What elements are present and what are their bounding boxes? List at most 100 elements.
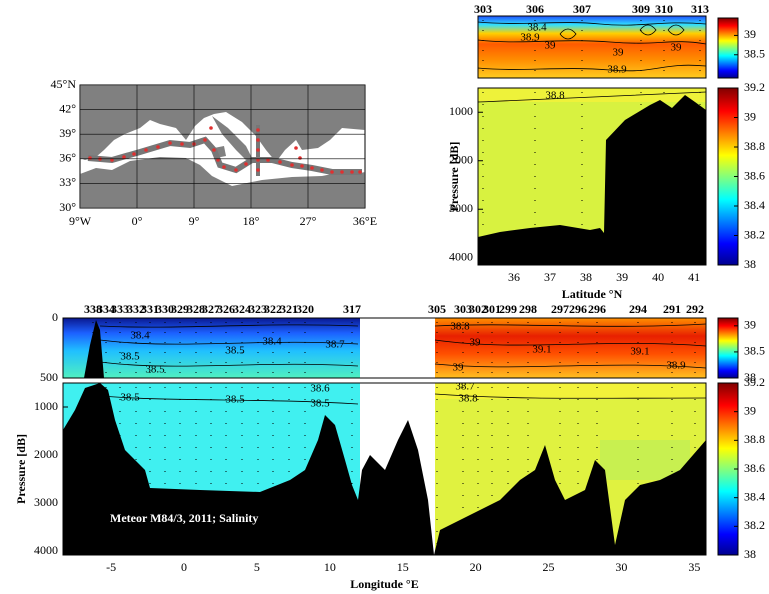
colorbar-tick-label: 38.6 (744, 168, 765, 182)
station-label: 334 (97, 302, 115, 316)
y-tick-label: 1000 (449, 104, 473, 118)
contour-label: 39 (613, 47, 625, 59)
station-label: 296 (569, 302, 587, 316)
colorbar (717, 17, 739, 79)
colorbar-tick-label: 39 (744, 318, 756, 332)
x-tick-label: 25 (543, 560, 555, 574)
section-north (477, 15, 707, 266)
land (80, 85, 365, 162)
track-dot (203, 138, 207, 142)
station-label: 331 (141, 302, 159, 316)
colorbar-tick-label: 38.2 (744, 518, 765, 532)
contour-label: 38.7 (325, 339, 345, 351)
station-label: 326 (217, 302, 235, 316)
y-tick-label: 2000 (449, 152, 473, 166)
x-tick-label: 36°E (353, 214, 377, 228)
track-dot (300, 164, 304, 168)
colorbar-tick-label: 39.2 (744, 80, 765, 94)
land (212, 116, 252, 160)
x-tick-label: 10 (324, 560, 336, 574)
contour-label: 38.7 (455, 381, 475, 393)
x-tick-label: -5 (106, 560, 116, 574)
station-label: 305 (428, 302, 446, 316)
contour-label: 38.6 (310, 383, 330, 395)
bathymetry (63, 383, 434, 555)
contour (99, 393, 707, 405)
track-dot (144, 148, 148, 152)
station-label: 296 (588, 302, 606, 316)
colorbar-tick-label: 38.2 (744, 227, 765, 241)
contour-label: 39 (470, 337, 482, 349)
x-tick-label: 36 (508, 270, 520, 284)
station-label: 324 (233, 302, 251, 316)
contour-label: 38.9 (607, 64, 627, 76)
contour-label: 38.8 (458, 393, 478, 405)
land (80, 157, 365, 208)
track-dot (88, 156, 92, 160)
track-dot (358, 170, 362, 174)
x-tick-label: 20 (470, 560, 482, 574)
station-label: 329 (171, 302, 189, 316)
station-label: 292 (686, 302, 704, 316)
contour-label: 38.9 (520, 32, 540, 44)
contour-label: 38.4 (262, 336, 282, 348)
field (478, 88, 706, 102)
field (478, 16, 706, 78)
bathymetry (478, 95, 706, 265)
contour-label: 39 (453, 362, 465, 374)
station-label: 320 (296, 302, 314, 316)
station-label: 333 (111, 302, 129, 316)
y-tick-label: 33° (59, 175, 76, 189)
track-dot (278, 160, 282, 164)
colorbar-tick-label: 38.4 (744, 489, 765, 503)
contour (99, 323, 707, 369)
map (79, 84, 366, 209)
field (435, 318, 706, 378)
x-tick-label: 35 (688, 560, 700, 574)
station-label: 317 (343, 302, 361, 316)
colorbar-tick-label: 38.8 (744, 432, 765, 446)
x-axis-label: Latitude °N (562, 287, 623, 301)
track-dot (340, 170, 344, 174)
track-dot (256, 128, 260, 132)
x-tick-label: 41 (688, 270, 700, 284)
contour-label: 38.8 (450, 321, 470, 333)
colorbar-tick-label: 38.8 (744, 139, 765, 153)
station-label: 309 (632, 2, 650, 16)
track-dot (256, 168, 260, 172)
x-tick-label: 30 (615, 560, 627, 574)
station-label: 338 (84, 302, 102, 316)
x-tick-label: 38 (580, 270, 592, 284)
contour-label: 38.5 (225, 394, 245, 406)
frame (477, 87, 707, 266)
contour-label: 38.4 (130, 330, 150, 342)
field (63, 318, 360, 378)
colorbar-tick-label: 39 (744, 109, 756, 123)
colorbar-tick-label: 38.6 (744, 461, 765, 475)
x-tick-label: 9°W (69, 214, 92, 228)
colorbar-tick-label: 38 (744, 257, 756, 271)
station-label: 321 (280, 302, 298, 316)
contour-label: 39.1 (532, 344, 551, 356)
x-tick-label: 40 (652, 270, 664, 284)
y-tick-label: 39° (59, 126, 76, 140)
x-tick-label: 39 (616, 270, 628, 284)
contour-label: 38.4 (527, 22, 547, 34)
y-tick-label: 1000 (34, 399, 58, 413)
contour-label: 39 (545, 40, 557, 52)
track-dot (180, 142, 184, 146)
section-transect (62, 317, 707, 556)
track-dot (290, 163, 294, 167)
track-dot (168, 141, 172, 145)
track-dot (320, 168, 324, 172)
x-tick-label: 5 (254, 560, 260, 574)
contour (477, 91, 707, 103)
contour-label: 39.1 (630, 346, 649, 358)
contour-label: 39 (671, 42, 683, 54)
station-label: 298 (519, 302, 537, 316)
track-dot (222, 165, 226, 169)
x-axis-label: Longitude °E (350, 577, 418, 591)
contour-label: 38.5 (225, 345, 245, 357)
x-tick-label: 27° (300, 214, 317, 228)
